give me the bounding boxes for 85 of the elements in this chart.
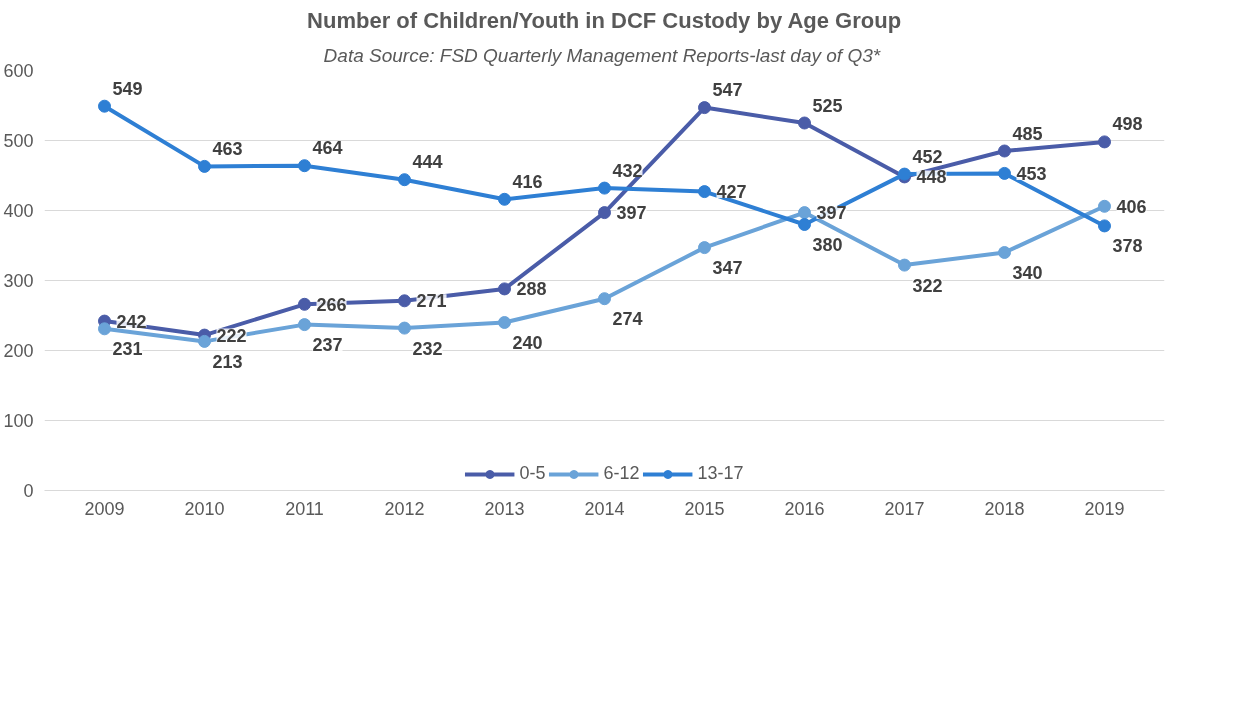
data-label: 416 — [512, 171, 543, 192]
point — [598, 181, 611, 195]
point — [898, 258, 911, 272]
x-tick-label: 2015 — [684, 498, 725, 519]
data-label: 432 — [612, 160, 643, 181]
data-label: 232 — [412, 338, 443, 359]
y-tick-label: 400 — [3, 201, 34, 221]
data-label: 378 — [1112, 236, 1143, 257]
x-tick-label: 2016 — [784, 498, 825, 519]
data-label: 427 — [716, 182, 747, 203]
point — [1098, 199, 1111, 213]
data-label: 340 — [1012, 263, 1043, 283]
legend-label: 0-5 — [519, 463, 546, 484]
x-tick-label: 2012 — [384, 498, 425, 519]
point — [798, 116, 811, 130]
y-tick-label: 600 — [3, 61, 34, 81]
data-label: 288 — [516, 279, 547, 300]
data-label: 452 — [912, 146, 943, 167]
data-label: 448 — [916, 167, 947, 188]
point — [798, 218, 811, 231]
point — [98, 99, 111, 113]
point — [598, 292, 611, 306]
data-label: 240 — [512, 333, 543, 353]
x-tick-label: 2013 — [484, 498, 525, 519]
point — [698, 241, 711, 255]
point — [498, 316, 511, 329]
data-label: 485 — [1012, 123, 1043, 144]
point — [598, 206, 611, 220]
data-label: 397 — [616, 203, 647, 224]
x-tick-label: 2017 — [884, 498, 925, 519]
data-label: 498 — [1112, 114, 1143, 135]
point — [498, 192, 511, 206]
x-tick-label: 2019 — [1084, 498, 1125, 519]
point — [198, 159, 211, 173]
point — [498, 282, 511, 296]
point — [298, 297, 311, 311]
data-label: 406 — [1116, 196, 1147, 217]
point — [298, 159, 311, 173]
point — [998, 246, 1011, 259]
x-tick-label: 2009 — [84, 498, 125, 519]
data-label: 453 — [1016, 163, 1047, 184]
y-tick-label: 100 — [3, 411, 34, 431]
data-label: 266 — [316, 294, 347, 315]
data-label: 322 — [912, 275, 943, 296]
data-label: 271 — [416, 291, 447, 312]
y-tick-label: 500 — [3, 131, 34, 151]
point — [1098, 135, 1111, 149]
data-label: 347 — [712, 258, 743, 279]
data-label: 463 — [212, 138, 243, 159]
x-tick-label: 2010 — [184, 498, 225, 519]
point — [698, 185, 711, 199]
y-tick-label: 0 — [23, 481, 34, 501]
data-label: 222 — [216, 325, 247, 346]
point — [998, 166, 1011, 180]
point — [798, 206, 811, 220]
point — [298, 318, 311, 332]
data-label: 237 — [312, 335, 343, 356]
x-tick-label: 2018 — [984, 498, 1025, 519]
x-tick-label: 2011 — [285, 498, 324, 519]
data-label: 213 — [212, 351, 243, 372]
data-label: 380 — [812, 235, 843, 255]
chart-subtitle: Data Source: FSD Quarterly Management Reports-last day of Q3* — [323, 44, 881, 66]
point — [698, 101, 711, 115]
point — [398, 173, 411, 187]
data-label: 242 — [116, 311, 147, 332]
point — [198, 334, 211, 348]
y-tick-label: 200 — [3, 341, 34, 361]
data-label: 397 — [816, 203, 847, 224]
point — [398, 321, 411, 335]
point — [98, 322, 111, 336]
point — [998, 144, 1011, 158]
chart-title: Number of Children/Youth in DCF Custody by Age Group — [307, 7, 902, 33]
data-label: 444 — [412, 152, 443, 173]
data-label: 274 — [612, 309, 643, 330]
y-tick-label: 300 — [3, 271, 34, 291]
data-label: 525 — [812, 95, 843, 116]
legend-label: 6-12 — [603, 463, 640, 484]
point — [1098, 219, 1111, 233]
data-label: 231 — [112, 339, 143, 360]
point — [398, 294, 411, 308]
data-label: 547 — [712, 80, 743, 101]
data-label: 464 — [312, 138, 343, 159]
legend-label: 13-17 — [697, 463, 744, 484]
x-tick-label: 2014 — [584, 498, 625, 519]
data-label: 549 — [112, 78, 143, 99]
